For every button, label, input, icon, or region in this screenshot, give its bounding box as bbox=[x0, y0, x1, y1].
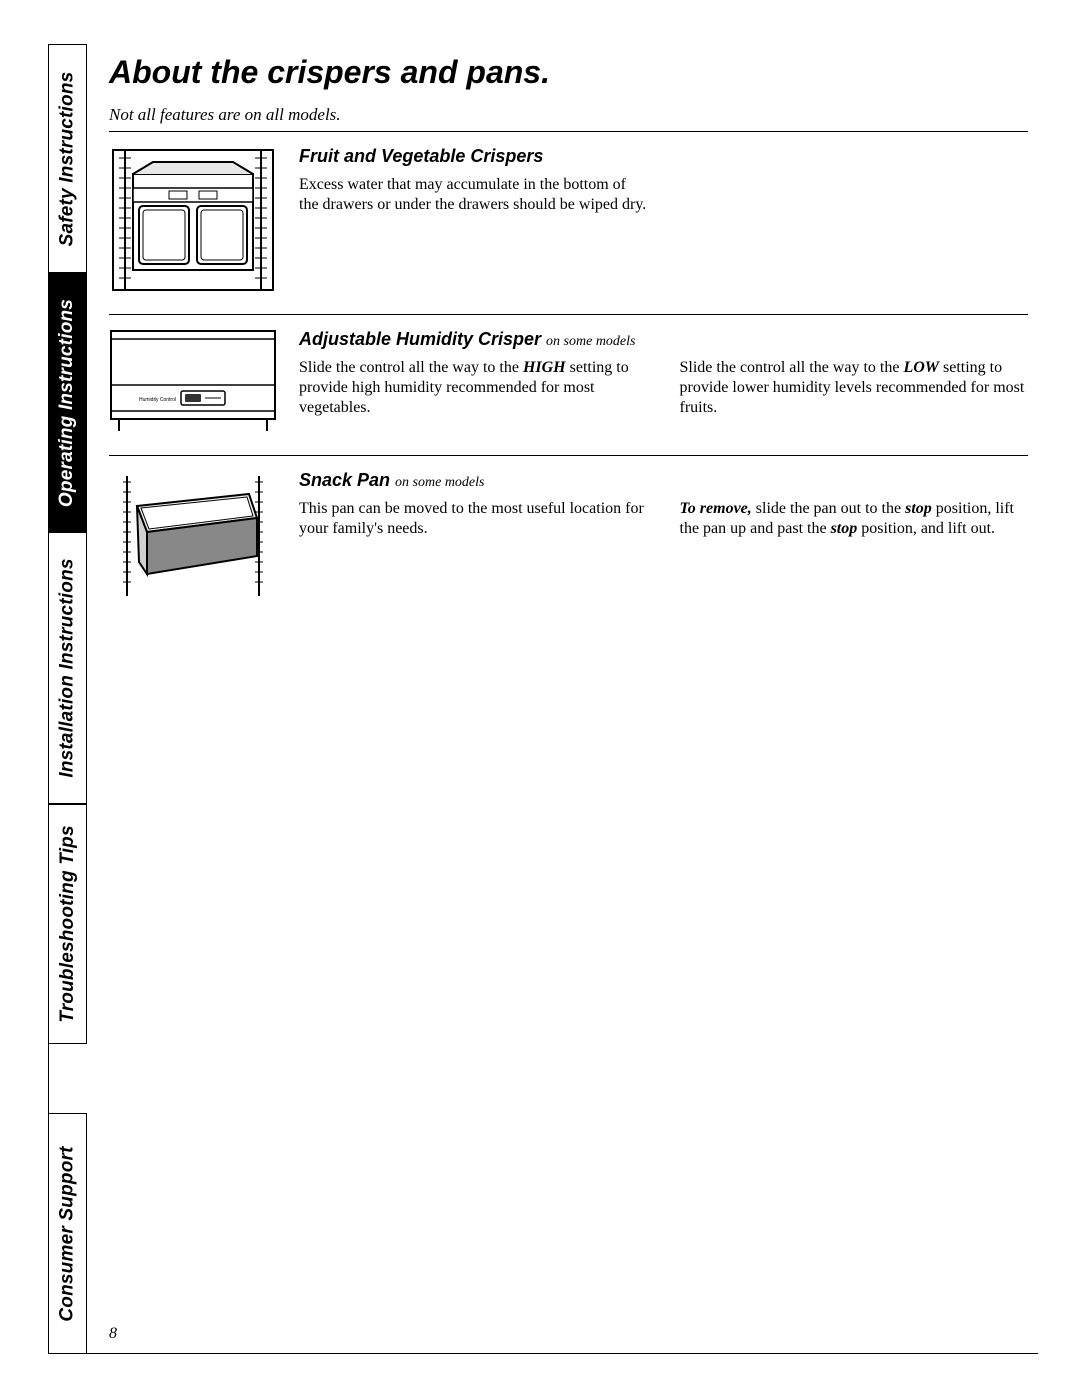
humidity-left-text: Slide the control all the way to the HIG… bbox=[299, 358, 648, 418]
page-title: About the crispers and pans. bbox=[109, 54, 1028, 91]
crispers-text: Excess water that may accumulate in the … bbox=[299, 175, 648, 215]
section-humidity: Humidity Control Adjustable Humidity Cri… bbox=[109, 315, 1028, 455]
sidebar-tab-label: Installation Instructions bbox=[57, 558, 79, 777]
sidebar-tab-label: Operating Instructions bbox=[57, 298, 79, 506]
humidity-right-text: Slide the control all the way to the LOW… bbox=[680, 358, 1029, 418]
sidebar-tab-installation-instructions[interactable]: Installation Instructions bbox=[49, 532, 87, 804]
snack-heading: Snack Pan on some models bbox=[299, 470, 1028, 491]
snack-illustration bbox=[109, 470, 277, 600]
sidebar-tab-label: Troubleshooting Tips bbox=[57, 825, 79, 1023]
main-content: About the crispers and pans. Not all fea… bbox=[109, 54, 1028, 618]
sidebar-tab-safety-instructions[interactable]: Safety Instructions bbox=[49, 44, 87, 273]
sidebar-tabs: Safety Instructions Operating Instruction… bbox=[49, 44, 87, 1353]
crispers-body: Fruit and Vegetable Crispers Excess wate… bbox=[299, 146, 1028, 296]
crispers-heading: Fruit and Vegetable Crispers bbox=[299, 146, 1028, 167]
svg-text:Humidity Control: Humidity Control bbox=[139, 397, 176, 403]
section-crispers: Fruit and Vegetable Crispers Excess wate… bbox=[109, 132, 1028, 314]
sidebar-tab-label: Consumer Support bbox=[57, 1146, 79, 1321]
page-frame: Safety Instructions Operating Instruction… bbox=[48, 44, 1038, 1354]
humidity-heading-main: Adjustable Humidity Crisper bbox=[299, 329, 546, 349]
sidebar-tab-operating-instructions[interactable]: Operating Instructions bbox=[49, 273, 87, 532]
snack-left-text: This pan can be moved to the most useful… bbox=[299, 499, 648, 539]
sidebar-tab-troubleshooting-tips[interactable]: Troubleshooting Tips bbox=[49, 804, 87, 1044]
snack-right-text: To remove, slide the pan out to the stop… bbox=[680, 499, 1029, 539]
humidity-heading: Adjustable Humidity Crisper on some mode… bbox=[299, 329, 1028, 350]
snack-heading-main: Snack Pan bbox=[299, 470, 395, 490]
humidity-body: Adjustable Humidity Crisper on some mode… bbox=[299, 329, 1028, 437]
snack-body: Snack Pan on some models This pan can be… bbox=[299, 470, 1028, 600]
section-snack: Snack Pan on some models This pan can be… bbox=[109, 456, 1028, 618]
humidity-illustration: Humidity Control bbox=[109, 329, 277, 437]
page-number: 8 bbox=[109, 1325, 117, 1343]
humidity-qualifier: on some models bbox=[546, 334, 635, 349]
crispers-illustration bbox=[109, 146, 277, 296]
page-subtitle: Not all features are on all models. bbox=[109, 105, 1028, 125]
snack-qualifier: on some models bbox=[395, 475, 484, 490]
sidebar-tab-consumer-support[interactable]: Consumer Support bbox=[49, 1113, 87, 1354]
sidebar-tab-label: Safety Instructions bbox=[57, 71, 79, 246]
